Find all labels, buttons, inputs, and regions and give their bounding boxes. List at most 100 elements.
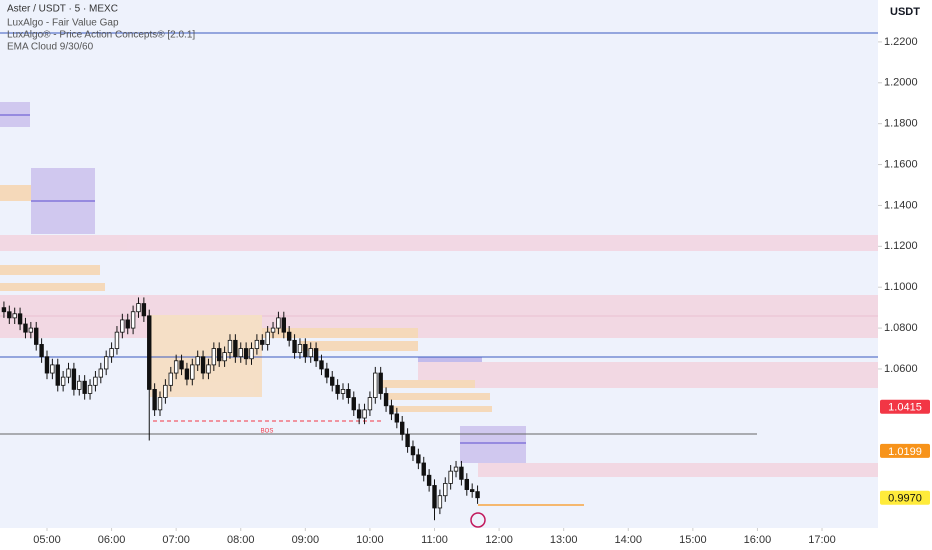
candle-body	[448, 470, 453, 484]
indicator: EMA Cloud 9/30/60	[7, 42, 94, 53]
title: Aster / USDT · 5 · MEXC	[7, 4, 118, 15]
candle-body	[34, 327, 39, 345]
candle-body	[265, 331, 270, 345]
candle-body	[330, 376, 335, 386]
candle-body	[389, 405, 394, 415]
price-label: 0.9970	[888, 493, 922, 505]
x-tick-label: 13:00	[550, 534, 578, 546]
candle-body	[7, 311, 12, 319]
candle-body	[335, 384, 340, 394]
candle-body	[405, 433, 410, 448]
candle-body	[103, 356, 109, 370]
candle-body	[17, 313, 23, 325]
bos-label: BOS	[261, 429, 274, 435]
x-tick-label: 10:00	[356, 534, 384, 546]
zone	[478, 463, 878, 477]
candle-body	[443, 483, 448, 497]
candle-body	[286, 331, 292, 341]
candle-body	[351, 397, 356, 411]
y-tick-label: 1.1200	[884, 240, 918, 252]
candle-body	[130, 311, 136, 329]
candle-body	[163, 384, 168, 398]
zone	[0, 265, 100, 275]
candle-body	[217, 348, 222, 362]
x-tick-label: 17:00	[808, 534, 836, 546]
candle-body	[340, 389, 346, 394]
x-tick-label: 06:00	[98, 534, 126, 546]
x-tick-label: 14:00	[614, 534, 642, 546]
zone	[0, 283, 105, 291]
candle-body	[469, 489, 475, 493]
candle-body	[346, 389, 351, 398]
price-label: 1.0199	[888, 446, 922, 458]
indicator: LuxAlgo - Fair Value Gap	[7, 18, 119, 29]
candle-body	[190, 364, 195, 380]
price-axis	[878, 0, 932, 550]
plot-bg	[0, 0, 878, 528]
candle-body	[28, 327, 34, 333]
y-tick-label: 1.1400	[884, 199, 918, 211]
candle-body	[421, 462, 426, 476]
indicator: LuxAlgo® - Price Action Concepts® [2.0.1…	[7, 30, 195, 41]
candle-body	[243, 348, 249, 360]
zone	[460, 426, 526, 463]
candle-body	[324, 368, 330, 378]
y-tick-label: 1.1000	[884, 281, 918, 293]
candle-body	[195, 356, 200, 366]
zone	[418, 357, 482, 362]
candle-body	[400, 421, 405, 435]
candle-body	[319, 360, 324, 370]
candle-body	[173, 360, 179, 374]
candle-body	[410, 446, 416, 456]
zone	[390, 406, 492, 412]
candle-body	[82, 380, 87, 394]
candle-body	[276, 317, 281, 329]
zone	[262, 328, 418, 338]
candle-body	[383, 393, 389, 407]
x-tick-label: 07:00	[162, 534, 190, 546]
candle-body	[270, 327, 276, 333]
candle-body	[157, 397, 163, 411]
candle-body	[238, 348, 243, 358]
candle-body	[373, 372, 378, 398]
candle-body	[12, 313, 17, 319]
candle-body	[233, 339, 238, 358]
candle-body	[297, 344, 303, 354]
candle-body	[136, 303, 141, 313]
candle-body	[426, 474, 432, 486]
candle-body	[98, 368, 104, 378]
candle-body	[437, 495, 443, 509]
y-tick-label: 1.2200	[884, 36, 918, 48]
candle-body	[206, 364, 211, 374]
zone	[380, 380, 475, 388]
candle-body	[184, 368, 190, 380]
candle-body	[416, 454, 421, 464]
time-axis	[0, 528, 878, 550]
candle-body	[1, 307, 7, 313]
candle-body	[222, 352, 227, 362]
candle-body	[394, 413, 400, 423]
x-tick-label: 11:00	[421, 534, 448, 546]
x-tick-label: 05:00	[33, 534, 61, 546]
candle-body	[168, 372, 173, 386]
zone	[0, 235, 878, 251]
y-tick-label: 1.1800	[884, 118, 918, 130]
candle-body	[378, 372, 383, 394]
y-tick-label: 1.1600	[884, 158, 918, 170]
alert-icon[interactable]	[470, 512, 486, 528]
candle-body	[152, 389, 157, 411]
candle-body	[367, 397, 373, 411]
y-tick-label: 1.2000	[884, 77, 918, 89]
y-tick-label: 1.0600	[884, 363, 918, 375]
zone	[300, 341, 418, 351]
y-tick-label: 1.0800	[884, 322, 918, 334]
candle-body	[292, 339, 297, 354]
candle-body	[475, 491, 480, 499]
candle-body	[87, 384, 93, 394]
candle-body	[66, 368, 71, 378]
candle-body	[459, 466, 464, 480]
candle-body	[200, 356, 206, 374]
candle-body	[303, 344, 308, 358]
candle-body	[254, 339, 260, 349]
